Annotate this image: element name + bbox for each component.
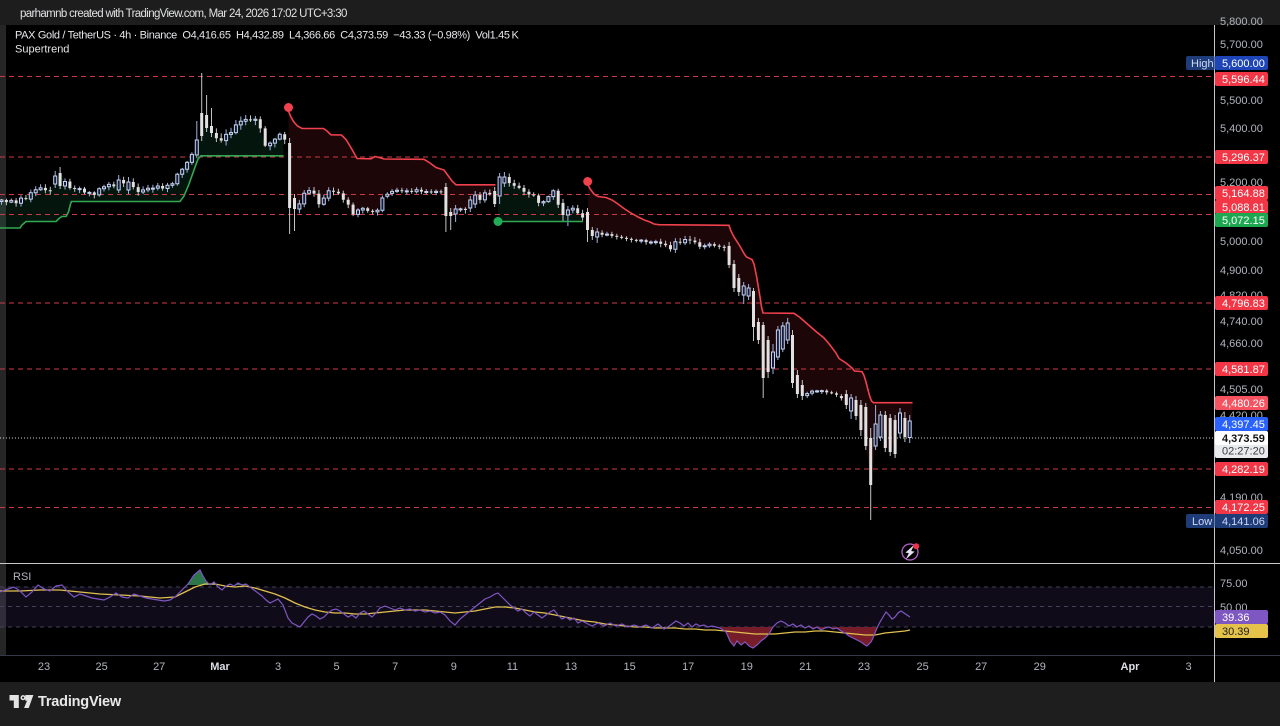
svg-text:30.39: 30.39 (1222, 626, 1250, 638)
svg-text:29: 29 (1034, 661, 1046, 673)
svg-text:4,172.25: 4,172.25 (1222, 502, 1265, 514)
svg-text:5,000.00: 5,000.00 (1220, 236, 1263, 248)
svg-text:5,700.00: 5,700.00 (1220, 39, 1263, 51)
svg-text:parhamnb created with TradingV: parhamnb created with TradingView.com, M… (20, 8, 347, 20)
svg-text:High: High (1191, 58, 1214, 70)
svg-text:5,400.00: 5,400.00 (1220, 123, 1263, 135)
svg-text:4,282.19: 4,282.19 (1222, 464, 1265, 476)
svg-text:Supertrend: Supertrend (15, 44, 69, 56)
svg-text:4,796.83: 4,796.83 (1222, 298, 1265, 310)
svg-text:9: 9 (451, 661, 457, 673)
svg-text:5,072.15: 5,072.15 (1222, 215, 1265, 227)
svg-text:4,900.00: 4,900.00 (1220, 265, 1263, 277)
svg-text:27: 27 (153, 661, 165, 673)
svg-text:75.00: 75.00 (1220, 578, 1248, 590)
svg-text:4,660.00: 4,660.00 (1220, 338, 1263, 350)
svg-text:5,596.44: 5,596.44 (1222, 74, 1265, 86)
svg-text:4,050.00: 4,050.00 (1220, 545, 1263, 557)
svg-text:25: 25 (95, 661, 107, 673)
svg-text:4,505.00: 4,505.00 (1220, 384, 1263, 396)
svg-text:4,740.00: 4,740.00 (1220, 316, 1263, 328)
svg-text:PAX Gold / TetherUS · 4h · Bin: PAX Gold / TetherUS · 4h · Binance O4,41… (15, 30, 519, 42)
svg-text:5,164.88: 5,164.88 (1222, 188, 1265, 200)
svg-text:5,088.81: 5,088.81 (1222, 202, 1265, 214)
svg-text:5: 5 (334, 661, 340, 673)
svg-text:3: 3 (1186, 661, 1192, 673)
svg-text:02:27:20: 02:27:20 (1222, 446, 1265, 458)
svg-text:Low: Low (1192, 516, 1212, 528)
svg-text:RSI: RSI (13, 571, 31, 583)
svg-text:11: 11 (507, 661, 518, 673)
svg-text:4,480.26: 4,480.26 (1222, 398, 1265, 410)
svg-text:5,800.00: 5,800.00 (1220, 16, 1263, 28)
svg-text:3: 3 (275, 661, 281, 673)
svg-text:39.36: 39.36 (1222, 612, 1250, 624)
svg-text:23: 23 (38, 661, 50, 673)
svg-text:4,581.87: 4,581.87 (1222, 364, 1265, 376)
svg-text:13: 13 (565, 661, 577, 673)
svg-text:4,141.06: 4,141.06 (1222, 516, 1265, 528)
svg-text:TradingView: TradingView (38, 694, 122, 710)
svg-text:5,600.00: 5,600.00 (1222, 58, 1265, 70)
svg-text:Mar: Mar (210, 661, 230, 673)
svg-text:4,397.45: 4,397.45 (1222, 419, 1265, 431)
svg-text:5,500.00: 5,500.00 (1220, 95, 1263, 107)
svg-text:4,373.59: 4,373.59 (1222, 433, 1265, 445)
svg-text:25: 25 (916, 661, 928, 673)
svg-text:17: 17 (682, 661, 694, 673)
svg-text:21: 21 (799, 661, 811, 673)
svg-text:15: 15 (623, 661, 635, 673)
svg-text:23: 23 (858, 661, 870, 673)
svg-text:7: 7 (392, 661, 398, 673)
svg-text:27: 27 (975, 661, 987, 673)
svg-text:19: 19 (741, 661, 753, 673)
svg-text:Apr: Apr (1121, 661, 1141, 673)
svg-text:5,296.37: 5,296.37 (1222, 152, 1265, 164)
